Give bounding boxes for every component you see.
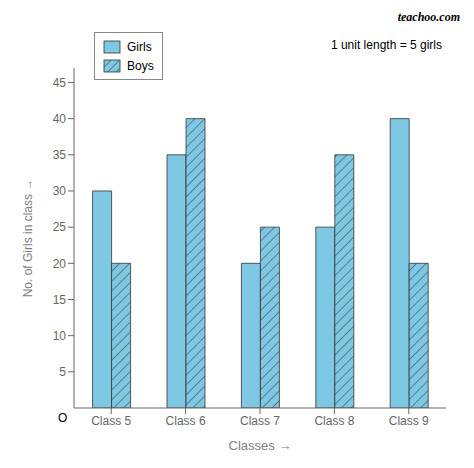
- svg-text:45: 45: [53, 76, 67, 90]
- svg-text:30: 30: [53, 184, 67, 198]
- html-text:O: O: [58, 411, 68, 425]
- html-text:Boys: Boys: [127, 58, 154, 73]
- svg-text:Class 6: Class 6: [166, 414, 206, 428]
- svg-text:5: 5: [59, 365, 66, 379]
- svg-text:Class 8: Class 8: [314, 414, 354, 428]
- svg-text:10: 10: [53, 329, 67, 343]
- svg-text:Class 7: Class 7: [240, 414, 280, 428]
- svg-text:15: 15: [53, 293, 67, 307]
- svg-text:Classes →: Classes →: [229, 438, 292, 453]
- svg-text:20: 20: [53, 257, 67, 271]
- svg-text:25: 25: [53, 220, 67, 234]
- html-text:Girls: Girls: [127, 39, 152, 54]
- html-text:1 unit length = 5 girls: 1 unit length = 5 girls: [330, 38, 442, 52]
- svg-text:Class 5: Class 5: [91, 414, 131, 428]
- svg-text:35: 35: [53, 148, 67, 162]
- svg-text:40: 40: [53, 112, 67, 126]
- svg-text:No. of Girls in class →: No. of Girls in class →: [21, 179, 35, 298]
- svg-text:Class 9: Class 9: [389, 414, 429, 428]
- html-text:teachoo.com: teachoo.com: [397, 10, 460, 24]
